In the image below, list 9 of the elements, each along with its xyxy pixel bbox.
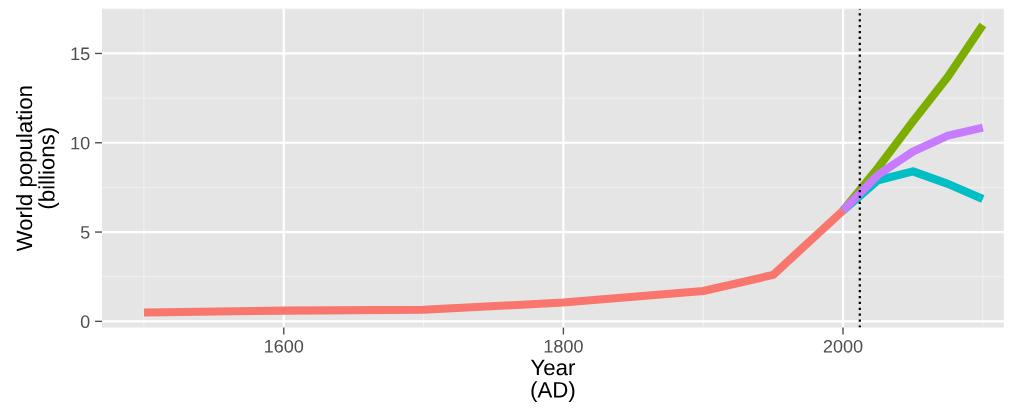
y-axis-title: World population (billions) (15, 86, 59, 252)
y-tick-label: 5 (80, 226, 90, 239)
x-tick-label: 1800 (544, 339, 583, 353)
x-tick-label: 2000 (823, 339, 863, 353)
x-tick-label: 1600 (265, 339, 304, 353)
y-tick-label: 15 (71, 47, 90, 61)
y-tick-label: 0 (80, 315, 90, 329)
y-tick-label: 10 (71, 136, 90, 150)
x-axis-title: Year (AD) (530, 359, 575, 403)
